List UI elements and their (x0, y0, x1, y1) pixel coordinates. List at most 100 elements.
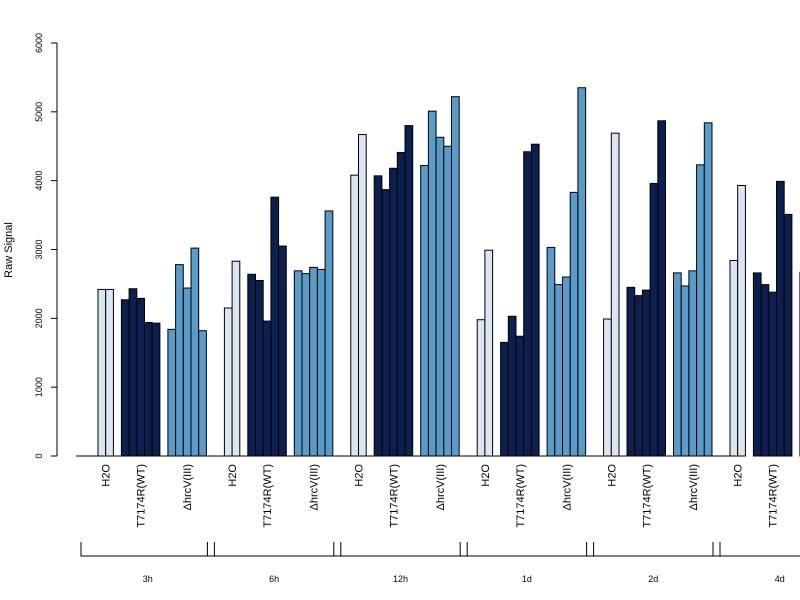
bar (324, 210, 334, 457)
bar (577, 87, 587, 457)
bar (301, 273, 311, 457)
bar (381, 189, 391, 457)
bar (316, 268, 326, 457)
time-bracket (586, 542, 721, 557)
y-tick-label: 2000 (34, 308, 44, 328)
bar (507, 315, 517, 457)
time-label: 4d (775, 574, 785, 584)
bar (703, 122, 713, 457)
category-labels: H2O T7174R(WT) ΔhrcV(III) H2O T7174R(WT) Δhrc… (101, 464, 780, 528)
bar (737, 184, 746, 457)
bar (634, 295, 643, 457)
category-label: ΔhrcV(III) (182, 464, 194, 510)
bar (373, 175, 383, 457)
time-bracket (206, 542, 342, 557)
bar (476, 319, 486, 457)
category-label: T7174R(WT) (515, 464, 527, 528)
y-tick-label: 4000 (34, 171, 44, 191)
bar (546, 246, 556, 457)
bar (278, 245, 287, 457)
time-label: 2d (648, 574, 658, 584)
category-label: H2O (101, 464, 113, 487)
y-tick-label: 5000 (34, 102, 44, 122)
bar (530, 143, 540, 457)
category-label: H2O (606, 464, 618, 487)
bar (451, 96, 460, 457)
bar (255, 279, 264, 457)
bar (752, 272, 762, 457)
bar (641, 289, 651, 457)
y-tick-label: 0 (34, 453, 44, 458)
bar (443, 145, 452, 457)
bar (500, 341, 509, 457)
bar (190, 247, 200, 457)
category-label: ΔhrcV(III) (688, 464, 700, 510)
time-bracket (459, 542, 595, 557)
bar (309, 266, 318, 457)
bar (198, 330, 207, 457)
category-label: H2O (480, 464, 492, 487)
category-label: H2O (733, 464, 745, 487)
bar (167, 328, 177, 457)
bar (420, 165, 429, 457)
bar (776, 180, 785, 457)
category-label: T7174R(WT) (136, 464, 148, 528)
bar (610, 132, 620, 457)
bar (105, 288, 114, 457)
bar (358, 134, 367, 457)
bar (649, 182, 659, 457)
category-label: T7174R(WT) (262, 464, 274, 528)
time-bracket (712, 542, 800, 557)
bar (389, 167, 398, 457)
bar (350, 174, 359, 457)
bar (626, 286, 636, 457)
category-label: ΔhrcV(III) (309, 464, 321, 510)
bar (136, 297, 146, 457)
category-label: ΔhrcV(III) (435, 464, 447, 510)
bar (729, 260, 739, 457)
bar (144, 321, 153, 457)
bar (404, 125, 414, 457)
bar (673, 272, 682, 457)
bar (603, 318, 612, 457)
bar (270, 196, 280, 457)
bar (523, 151, 532, 457)
bar (783, 213, 793, 457)
bar (120, 299, 130, 457)
bar (223, 307, 233, 457)
bar (435, 136, 445, 457)
bar (427, 110, 437, 457)
y-axis-label: Raw Signal (3, 222, 15, 278)
y-tick-label: 3000 (34, 239, 44, 259)
category-label: H2O (354, 464, 366, 487)
y-tick-label: 1000 (34, 377, 44, 397)
time-label: 6h (269, 574, 279, 584)
bar (262, 320, 272, 457)
y-tick-label: 6000 (34, 33, 44, 53)
bar (293, 270, 303, 457)
category-label: T7174R(WT) (768, 464, 780, 528)
bar (97, 288, 107, 457)
bar (696, 164, 705, 457)
bar (151, 322, 161, 457)
bar (515, 335, 525, 457)
bar (680, 285, 690, 457)
bar (688, 270, 698, 457)
bar (554, 284, 563, 457)
bar (760, 284, 770, 457)
bar (182, 287, 192, 457)
bar (128, 288, 138, 457)
time-label: 12h (393, 574, 408, 584)
bar (768, 291, 777, 457)
time-bracket (333, 542, 468, 557)
category-label: T7174R(WT) (388, 464, 400, 528)
category-label: T7174R(WT) (641, 464, 653, 528)
bars-layer (97, 87, 800, 457)
bar (562, 276, 571, 457)
category-label: ΔhrcV(III) (561, 464, 573, 510)
bar (247, 273, 257, 457)
time-brackets: 3h6h12h1d2d4d6d (80, 542, 800, 584)
bar (569, 191, 579, 457)
